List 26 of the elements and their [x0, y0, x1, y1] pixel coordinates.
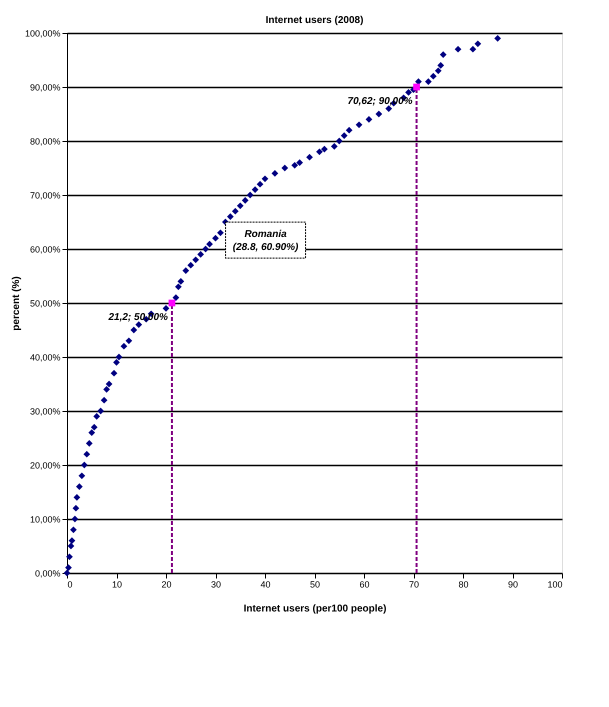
- chart-title: Internet users (2008): [266, 15, 364, 26]
- y-tick-label: 20,00%: [30, 460, 60, 470]
- annotation: Romania (28.8, 60.90%): [232, 229, 300, 254]
- y-tick-label: 10,00%: [30, 514, 60, 524]
- x-axis-title: Internet users (per100 people): [244, 604, 386, 614]
- x-tick-label: 40: [260, 580, 271, 590]
- x-tick-label: 60: [359, 580, 370, 590]
- y-tick-label: 50,00%: [30, 298, 60, 308]
- x-tick-label: 0: [68, 580, 73, 590]
- y-tick-label: 60,00%: [30, 244, 60, 254]
- x-tick-label: 70: [408, 580, 420, 590]
- x-tick-label: 90: [508, 580, 518, 590]
- y-tick-label: 70,00%: [30, 190, 60, 200]
- y-tick-label: 80,00%: [30, 136, 60, 146]
- y-tick-label: 30,00%: [30, 406, 60, 416]
- y-tick-label: 100,00%: [24, 28, 60, 38]
- y-tick-label: 90,00%: [30, 82, 60, 92]
- x-tick-label: 10: [112, 580, 122, 590]
- y-tick-label: 40,00%: [30, 352, 60, 362]
- x-tick-label: 20: [161, 580, 172, 590]
- x-tick-label: 100: [547, 580, 562, 590]
- y-tick-label: 0,00%: [34, 568, 60, 578]
- y-axis-title: percent (%): [10, 276, 22, 331]
- x-tick-label: 50: [310, 580, 320, 590]
- x-tick-label: 30: [210, 580, 222, 590]
- x-tick-label: 80: [458, 580, 469, 590]
